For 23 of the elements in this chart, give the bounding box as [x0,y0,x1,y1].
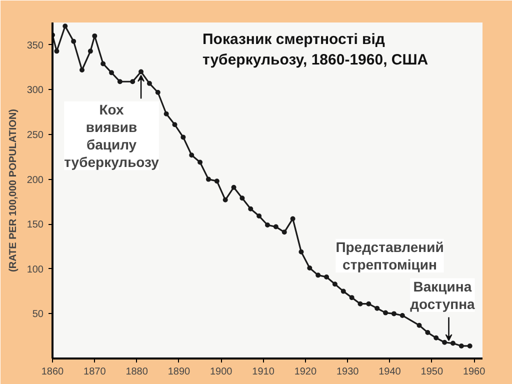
annotation: Кох виявив бацилу туберкульозу [64,101,160,170]
x-tick-label: 1880 [126,366,148,378]
y-tick-label: 200 [26,174,44,186]
x-tick-label: 1870 [84,366,106,378]
text: Показник смертності від туберкульозу, 1860-1960, США [202,31,428,68]
x-tick-label: 1950 [420,366,444,378]
x-tick-label: 1920 [294,366,318,378]
y-tick-label: 250 [26,130,44,141]
y-axis-title: (RATE PER 100,000 POPULATION) [8,109,19,272]
x-tick-label: 1930 [336,366,360,378]
y-tick-label: 100 [26,264,44,276]
x-tick-label: 1910 [252,366,275,378]
y-tick-label: 300 [26,85,44,96]
x-tick-label: 1900 [210,366,233,378]
x-tick-label: 1890 [168,366,191,378]
y-tick-label: 150 [26,220,44,231]
x-tick-label: 1940 [378,366,402,378]
annotation: Представлений стрептоміцин [336,238,444,272]
x-tick-label: 1960 [462,366,486,378]
y-tick-label: 350 [26,40,44,52]
x-tick-label: 1860 [41,366,64,378]
y-tick-label: 50 [32,309,44,320]
annotation: Вакцина доступна [410,278,476,312]
